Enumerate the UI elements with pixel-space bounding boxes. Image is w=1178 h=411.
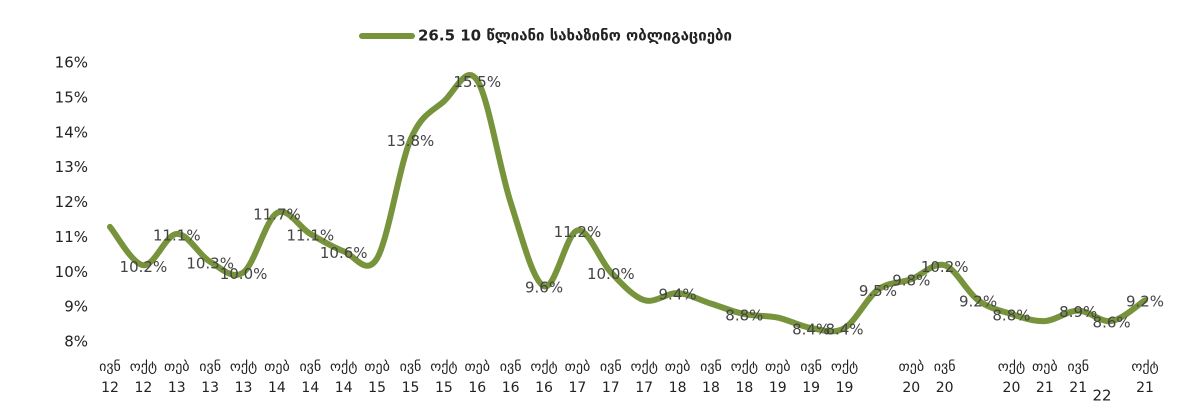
x-tick-label: თებ (464, 359, 490, 375)
x-tick-label: 18 (702, 380, 720, 396)
x-tick-label: 18 (735, 380, 753, 396)
y-tick-label: 8% (64, 333, 88, 351)
x-tick-label: 21 (1069, 380, 1087, 396)
y-tick-label: 10% (55, 263, 88, 281)
x-tick-label: 20 (1003, 380, 1021, 396)
x-tick-label: ივნ (600, 359, 622, 375)
x-tick-label: ოქტ (530, 359, 557, 375)
x-tick-label: 15 (368, 380, 386, 396)
x-tick-label: 14 (335, 380, 353, 396)
x-tick-label: 19 (769, 380, 787, 396)
data-label: 15.5% (453, 73, 501, 91)
data-label: 9.2% (959, 293, 997, 311)
y-tick-label: 9% (64, 298, 88, 316)
x-tick-label: 16 (502, 380, 520, 396)
x-tick-label: 13 (168, 380, 186, 396)
data-label: 9.5% (859, 282, 897, 300)
y-tick-label: 12% (55, 193, 88, 211)
data-label: 8.8% (992, 307, 1030, 325)
data-label: 10.3% (186, 254, 234, 272)
data-label: 9.8% (892, 272, 930, 290)
y-tick-label: 13% (55, 158, 88, 176)
x-tick-label: 16 (535, 380, 553, 396)
series-line (107, 72, 1148, 335)
data-label: 10.0% (587, 265, 635, 283)
x-tick-label: ივნ (299, 359, 321, 375)
x-tick-label: თებ (899, 359, 925, 375)
x-tick-label: 17 (569, 380, 587, 396)
data-label: 10.2% (921, 258, 969, 276)
data-label: 10.2% (120, 258, 168, 276)
y-tick-label: 14% (55, 123, 88, 141)
legend-label: 26.5 10 წლიანი სახაზინო ობლიგაციები (418, 27, 732, 45)
x-tick-label: ივნ (199, 359, 221, 375)
x-tick-label: ივნ (500, 359, 522, 375)
x-tick-label: 21 (1136, 380, 1154, 396)
data-label: 8.6% (1093, 314, 1131, 332)
data-label: 8.9% (1059, 303, 1097, 321)
x-tick-label: თებ (364, 359, 390, 375)
y-tick-label: 16% (55, 54, 88, 72)
x-tick-label: თებ (565, 359, 591, 375)
x-tick-label: ივნ (700, 359, 722, 375)
data-label: 8.4% (825, 321, 863, 339)
x-tick-label: თებ (264, 359, 290, 375)
x-tick-label: თებ (1032, 359, 1058, 375)
x-tick-label: თებ (765, 359, 791, 375)
x-tick-label: ივნ (1067, 359, 1089, 375)
x-tick-label: თებ (164, 359, 190, 375)
x-tick-label: 13 (235, 380, 253, 396)
x-tick-label: ოქტ (430, 359, 457, 375)
x-tick-label: ივნ (99, 359, 121, 375)
x-tick-label: 12 (134, 380, 152, 396)
x-tick-label: 19 (836, 380, 854, 396)
page-number: 22 (1092, 387, 1111, 405)
x-tick-label: ოქტ (330, 359, 357, 375)
x-tick-label: 13 (201, 380, 219, 396)
x-tick-label: ოქტ (831, 359, 858, 375)
data-label: 13.8% (387, 132, 435, 150)
x-tick-label: ოქტ (731, 359, 758, 375)
x-tick-label: 17 (602, 380, 620, 396)
x-tick-label: ოქტ (1131, 359, 1158, 375)
x-tick-label: თებ (665, 359, 691, 375)
data-label: 8.8% (725, 307, 763, 325)
y-tick-label: 15% (55, 88, 88, 106)
x-tick-label: ივნ (800, 359, 822, 375)
x-tick-label: ოქტ (230, 359, 257, 375)
x-tick-label: 16 (468, 380, 486, 396)
x-tick-label: 15 (402, 380, 420, 396)
x-tick-label: 18 (669, 380, 687, 396)
data-label: 9.4% (659, 286, 697, 304)
x-tick-label: 21 (1036, 380, 1054, 396)
x-tick-label: 12 (101, 380, 119, 396)
x-tick-label: 20 (936, 380, 954, 396)
x-tick-label: 14 (268, 380, 286, 396)
data-label: 10.6% (320, 244, 368, 262)
data-label: 9.2% (1126, 293, 1164, 311)
data-label: 11.7% (253, 205, 301, 223)
x-tick-label: ივნ (934, 359, 956, 375)
data-label: 10.0% (220, 265, 268, 283)
x-tick-label: ოქტ (631, 359, 658, 375)
x-tick-label: 17 (635, 380, 653, 396)
x-tick-label: 14 (301, 380, 319, 396)
x-tick-label: 20 (902, 380, 920, 396)
data-label: 8.4% (792, 321, 830, 339)
data-label: 11.1% (153, 226, 201, 244)
x-tick-label: ოქტ (998, 359, 1025, 375)
x-tick-label: 19 (802, 380, 820, 396)
x-tick-label: ოქტ (130, 359, 157, 375)
x-tick-label: 15 (435, 380, 453, 396)
data-label: 11.1% (286, 226, 334, 244)
data-label: 11.2% (554, 223, 602, 241)
data-label: 9.6% (525, 279, 563, 297)
x-tick-label: ივნ (400, 359, 422, 375)
y-tick-label: 11% (55, 228, 88, 246)
